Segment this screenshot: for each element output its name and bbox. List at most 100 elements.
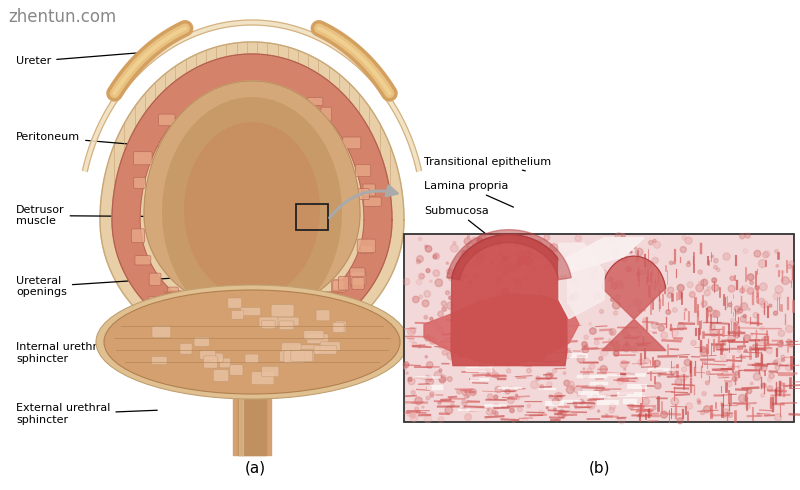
Circle shape <box>482 321 489 329</box>
Circle shape <box>762 252 769 258</box>
Circle shape <box>594 270 597 273</box>
Circle shape <box>778 330 785 337</box>
FancyBboxPatch shape <box>258 330 272 339</box>
Circle shape <box>610 331 614 334</box>
Circle shape <box>442 350 447 355</box>
FancyBboxPatch shape <box>360 245 373 254</box>
Circle shape <box>527 404 530 408</box>
Circle shape <box>614 351 619 356</box>
Circle shape <box>614 343 620 350</box>
Circle shape <box>560 335 562 338</box>
Circle shape <box>515 394 518 396</box>
Circle shape <box>414 397 422 405</box>
Circle shape <box>449 296 452 299</box>
Circle shape <box>593 395 598 400</box>
Circle shape <box>438 401 441 404</box>
Circle shape <box>774 311 778 315</box>
Circle shape <box>518 407 522 412</box>
Circle shape <box>628 306 630 308</box>
Circle shape <box>434 371 442 379</box>
Circle shape <box>457 390 461 394</box>
Circle shape <box>782 359 785 362</box>
Circle shape <box>425 245 427 248</box>
Circle shape <box>505 389 510 394</box>
Circle shape <box>526 368 531 373</box>
Circle shape <box>525 362 527 365</box>
Circle shape <box>410 414 418 421</box>
FancyBboxPatch shape <box>355 164 370 176</box>
Circle shape <box>552 296 554 299</box>
Circle shape <box>682 367 686 372</box>
Circle shape <box>496 335 502 341</box>
Circle shape <box>538 410 543 415</box>
Circle shape <box>569 295 574 300</box>
Circle shape <box>447 352 455 360</box>
Circle shape <box>609 339 611 342</box>
Circle shape <box>682 236 686 240</box>
FancyBboxPatch shape <box>150 273 161 286</box>
Circle shape <box>762 337 769 344</box>
Polygon shape <box>602 256 666 350</box>
Circle shape <box>605 414 608 417</box>
Circle shape <box>438 311 443 317</box>
Bar <box>296 204 328 230</box>
Circle shape <box>790 281 792 283</box>
Circle shape <box>587 274 594 281</box>
Circle shape <box>411 391 415 394</box>
Circle shape <box>524 300 531 307</box>
FancyBboxPatch shape <box>277 317 299 326</box>
Circle shape <box>464 238 470 245</box>
Circle shape <box>758 260 766 268</box>
Circle shape <box>711 255 714 258</box>
FancyBboxPatch shape <box>151 357 167 365</box>
Text: Internal urethral
sphincter: Internal urethral sphincter <box>16 342 178 364</box>
Circle shape <box>433 270 439 276</box>
Circle shape <box>564 309 569 313</box>
Text: Peritoneum: Peritoneum <box>16 132 162 147</box>
Circle shape <box>781 270 784 273</box>
Circle shape <box>742 302 747 308</box>
Circle shape <box>530 381 538 389</box>
Circle shape <box>638 309 642 312</box>
Circle shape <box>773 360 778 365</box>
FancyBboxPatch shape <box>333 322 344 332</box>
Circle shape <box>520 237 522 239</box>
Circle shape <box>722 409 730 416</box>
Circle shape <box>419 274 424 279</box>
Circle shape <box>466 393 470 397</box>
Circle shape <box>678 284 684 292</box>
Circle shape <box>686 263 690 267</box>
Circle shape <box>760 326 765 331</box>
Circle shape <box>446 291 450 295</box>
Circle shape <box>570 386 574 390</box>
FancyBboxPatch shape <box>331 280 346 293</box>
Circle shape <box>475 261 481 267</box>
Circle shape <box>610 298 614 301</box>
FancyBboxPatch shape <box>131 229 145 243</box>
Circle shape <box>734 306 740 312</box>
FancyBboxPatch shape <box>261 331 271 344</box>
Circle shape <box>727 382 732 387</box>
Circle shape <box>555 419 558 421</box>
Circle shape <box>417 256 423 262</box>
Circle shape <box>615 233 622 240</box>
FancyBboxPatch shape <box>200 351 216 359</box>
Circle shape <box>523 417 527 421</box>
Circle shape <box>462 250 468 257</box>
Circle shape <box>706 371 710 375</box>
Circle shape <box>700 348 708 356</box>
Circle shape <box>416 260 421 264</box>
Circle shape <box>738 394 746 402</box>
Circle shape <box>612 250 618 256</box>
Circle shape <box>685 309 687 311</box>
Circle shape <box>753 344 755 347</box>
Circle shape <box>546 373 552 379</box>
Circle shape <box>661 332 667 339</box>
Circle shape <box>675 379 682 386</box>
Circle shape <box>738 349 741 353</box>
Circle shape <box>550 244 558 252</box>
Circle shape <box>447 377 452 382</box>
Circle shape <box>561 411 566 417</box>
Circle shape <box>490 314 497 321</box>
Circle shape <box>587 368 592 372</box>
